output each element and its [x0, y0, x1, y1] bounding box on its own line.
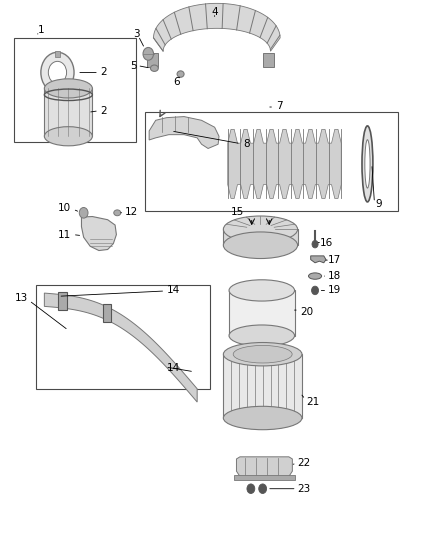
Text: 4: 4	[211, 7, 218, 18]
Text: 10: 10	[58, 203, 71, 213]
Ellipse shape	[223, 216, 297, 243]
Ellipse shape	[233, 345, 292, 363]
Ellipse shape	[44, 79, 92, 98]
Circle shape	[79, 207, 88, 218]
Ellipse shape	[229, 325, 294, 346]
Bar	[223, 354, 302, 418]
Text: 3: 3	[133, 29, 140, 39]
Bar	[145, 112, 398, 211]
Ellipse shape	[150, 65, 158, 71]
Polygon shape	[228, 130, 341, 198]
Bar	[58, 292, 67, 310]
Ellipse shape	[362, 126, 373, 202]
Bar	[44, 88, 92, 136]
Text: 2: 2	[100, 68, 107, 77]
Bar	[55, 51, 60, 56]
Bar	[14, 38, 136, 142]
Text: 2: 2	[100, 106, 107, 116]
Text: 20: 20	[300, 306, 313, 317]
Ellipse shape	[177, 71, 184, 77]
Text: 17: 17	[328, 255, 341, 265]
Polygon shape	[153, 3, 280, 51]
Text: 14: 14	[166, 286, 180, 295]
Bar	[229, 290, 294, 336]
Bar	[147, 53, 158, 67]
Text: 16: 16	[320, 238, 334, 247]
Ellipse shape	[223, 343, 302, 366]
Circle shape	[259, 484, 267, 494]
Text: 9: 9	[375, 199, 382, 209]
Polygon shape	[44, 293, 197, 402]
Circle shape	[41, 52, 74, 93]
Bar	[35, 285, 210, 389]
Circle shape	[143, 47, 153, 60]
Circle shape	[312, 240, 318, 248]
Circle shape	[48, 61, 67, 84]
Bar	[234, 475, 295, 480]
Ellipse shape	[223, 406, 302, 430]
Ellipse shape	[44, 127, 92, 146]
Ellipse shape	[223, 232, 297, 259]
Text: 23: 23	[297, 484, 311, 494]
Polygon shape	[237, 457, 292, 477]
Text: 12: 12	[125, 207, 138, 217]
Text: 11: 11	[58, 230, 71, 240]
Polygon shape	[311, 256, 326, 263]
Text: 18: 18	[328, 271, 341, 281]
Text: 19: 19	[328, 286, 341, 295]
Text: 14: 14	[166, 362, 180, 373]
Text: 13: 13	[14, 293, 28, 303]
Polygon shape	[81, 216, 117, 251]
Circle shape	[247, 484, 255, 494]
Ellipse shape	[308, 273, 321, 279]
Ellipse shape	[229, 280, 294, 301]
Bar	[223, 229, 297, 245]
Text: 5: 5	[131, 61, 137, 70]
Text: 15: 15	[231, 207, 244, 217]
Text: 21: 21	[306, 397, 320, 407]
Text: 7: 7	[276, 101, 283, 111]
Text: 1: 1	[38, 25, 44, 35]
Text: 6: 6	[173, 77, 180, 87]
Bar	[102, 304, 111, 322]
Ellipse shape	[365, 140, 370, 188]
Polygon shape	[149, 117, 219, 149]
Ellipse shape	[114, 210, 121, 216]
Text: 8: 8	[243, 139, 250, 149]
Text: 22: 22	[297, 458, 311, 468]
Bar	[263, 53, 274, 67]
Circle shape	[311, 286, 318, 295]
